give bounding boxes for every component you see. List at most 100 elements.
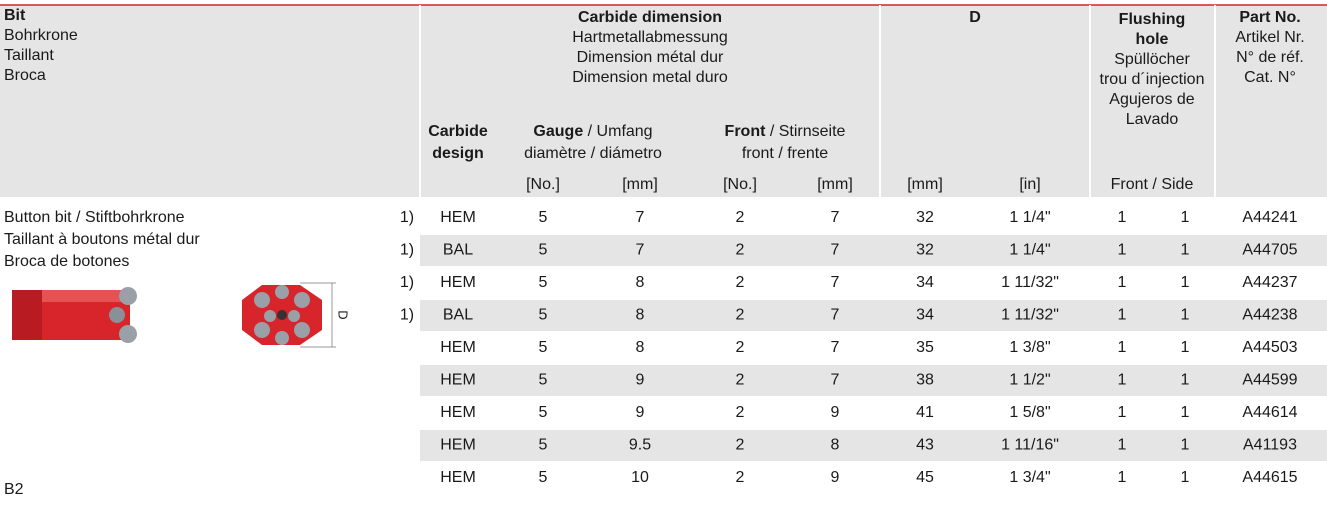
- cell: A44599: [1242, 372, 1297, 389]
- cell: 1: [1118, 209, 1127, 226]
- model: B2: [4, 481, 24, 498]
- header-bit: Bit: [4, 7, 26, 24]
- cell: 2: [736, 274, 745, 291]
- header-flushing: hole: [1136, 31, 1169, 48]
- table: D BitBohrkroneTaillantBrocaCarbide dimen…: [0, 0, 1327, 503]
- cell: 1 1/4": [1009, 242, 1050, 259]
- header-carbide: Dimension metal duro: [572, 69, 728, 86]
- cell: 1): [400, 307, 414, 324]
- cell: 1: [1118, 307, 1127, 324]
- bit-image: [12, 283, 336, 347]
- cell: 1: [1118, 404, 1127, 421]
- cell: 2: [736, 242, 745, 259]
- cell: 2: [736, 404, 745, 421]
- header-design: Carbide: [428, 123, 488, 140]
- cell: HEM: [440, 404, 476, 421]
- cell: A41193: [1243, 437, 1297, 454]
- cell: A44614: [1242, 404, 1297, 421]
- cell: 8: [636, 274, 645, 291]
- cell: 7: [831, 307, 840, 324]
- row-bg: [420, 430, 1327, 461]
- cell: HEM: [440, 372, 476, 389]
- cell: 38: [916, 372, 934, 389]
- cell: 5: [539, 274, 548, 291]
- header-flushing-sub: Agujeros de: [1109, 91, 1194, 108]
- header-flushing-sub: trou d´injection: [1100, 71, 1205, 88]
- cell: 45: [916, 469, 934, 486]
- cell: 1: [1118, 372, 1127, 389]
- header-gauge: Gauge / Umfang: [533, 123, 652, 140]
- cell: A44705: [1242, 242, 1297, 259]
- cell: 1): [400, 274, 414, 291]
- cell: 1: [1118, 437, 1127, 454]
- cell: 32: [916, 242, 934, 259]
- cell: 1: [1181, 404, 1190, 421]
- cell: 5: [539, 437, 548, 454]
- cell: A44503: [1242, 339, 1297, 356]
- cell: 2: [736, 209, 745, 226]
- header-flushing-sub: Lavado: [1126, 111, 1179, 128]
- cell: 10: [631, 469, 649, 486]
- cell: BAL: [443, 242, 473, 259]
- cell: 2: [736, 437, 745, 454]
- cell: 9.5: [629, 437, 651, 454]
- cell: HEM: [440, 437, 476, 454]
- cell: 1): [400, 209, 414, 226]
- cell: 35: [916, 339, 934, 356]
- cell: HEM: [440, 209, 476, 226]
- header-front-bold: Front: [725, 123, 767, 140]
- cell: HEM: [440, 469, 476, 486]
- header-carbide: Dimension métal dur: [577, 49, 724, 66]
- cell: 1: [1118, 274, 1127, 291]
- cell: A44241: [1242, 209, 1297, 226]
- cell: 5: [539, 404, 548, 421]
- cell: 9: [831, 469, 840, 486]
- header-front-sub: front / frente: [742, 145, 828, 162]
- cell: 34: [916, 307, 934, 324]
- header-carbide: Carbide dimension: [578, 9, 722, 26]
- row-bg: [420, 365, 1327, 396]
- header-gauge-rest: / Umfang: [583, 123, 652, 140]
- unit: Front / Side: [1111, 176, 1194, 193]
- cell: 8: [831, 437, 840, 454]
- cell: 1: [1181, 339, 1190, 356]
- cell: 1: [1118, 469, 1127, 486]
- cell: 1: [1181, 469, 1190, 486]
- cell: 1: [1118, 242, 1127, 259]
- cell: 1: [1181, 307, 1190, 324]
- cell: 1 3/8": [1009, 339, 1050, 356]
- cell: 5: [539, 209, 548, 226]
- cell: 1 11/32": [1001, 307, 1059, 324]
- unit: [No.]: [723, 176, 757, 193]
- cell: 5: [539, 339, 548, 356]
- cell: 5: [539, 242, 548, 259]
- cell: 5: [539, 372, 548, 389]
- cell: 9: [636, 404, 645, 421]
- cell: 2: [736, 372, 745, 389]
- unit: [mm]: [907, 176, 943, 193]
- cell: 1 3/4": [1009, 469, 1050, 486]
- unit: [mm]: [622, 176, 658, 193]
- header-gauge-sub: diamètre / diámetro: [524, 145, 662, 162]
- cell: 1): [400, 242, 414, 259]
- header-flushing-sub: Spüllöcher: [1114, 51, 1190, 68]
- header-design: design: [432, 145, 484, 162]
- header-front-rest: / Stirnseite: [765, 123, 845, 140]
- unit: [No.]: [526, 176, 560, 193]
- cell: 1 1/2": [1009, 372, 1050, 389]
- header-part-sub: Cat. N°: [1244, 69, 1296, 86]
- header-part-sub: Artikel Nr.: [1235, 29, 1304, 46]
- cell: 32: [916, 209, 934, 226]
- cell: 2: [736, 469, 745, 486]
- cell: A44238: [1242, 307, 1297, 324]
- cell: 1: [1181, 437, 1190, 454]
- cell: 43: [916, 437, 934, 454]
- cell: 7: [831, 339, 840, 356]
- image-label: D: [336, 310, 351, 319]
- cell: 1: [1181, 372, 1190, 389]
- header-front: Front / Stirnseite: [725, 123, 846, 140]
- description: Broca de botones: [4, 253, 129, 270]
- cell: 8: [636, 307, 645, 324]
- cell: 7: [831, 372, 840, 389]
- row-bg: [420, 235, 1327, 266]
